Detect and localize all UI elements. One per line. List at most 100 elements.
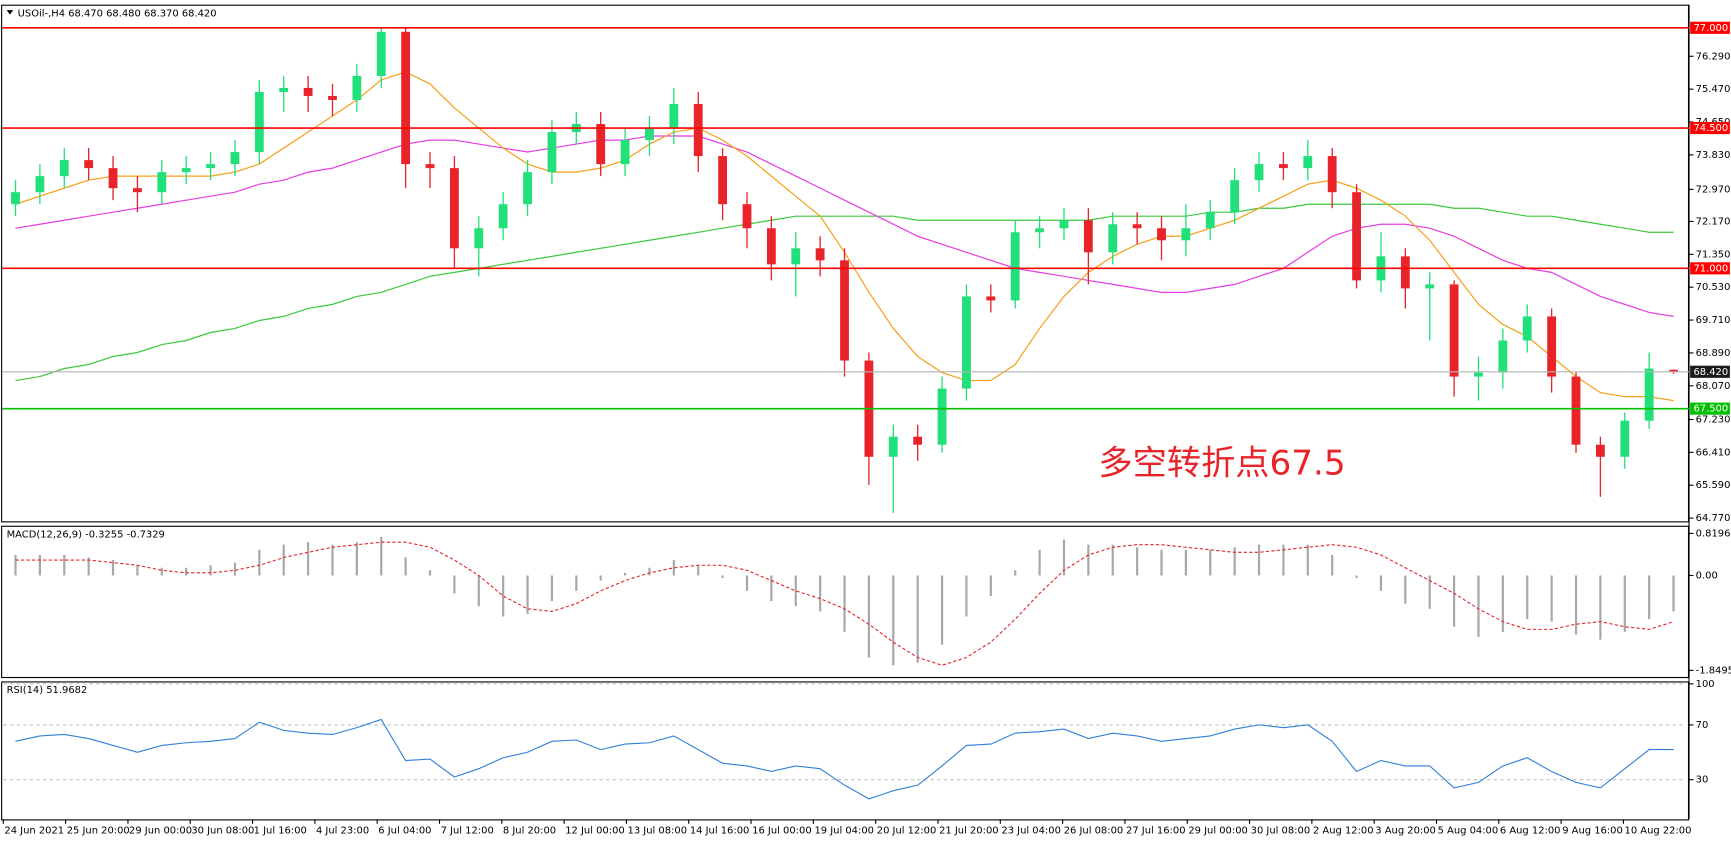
y-tick-label: 75.470	[1696, 84, 1731, 95]
candle-body	[815, 248, 825, 261]
annotation: 多空转折点67.5	[1098, 444, 1345, 484]
current-price-label: 68.420	[1693, 367, 1728, 378]
candle-body	[1230, 180, 1240, 213]
x-tick-label: 19 Jul 04:00	[814, 825, 874, 836]
candle-body	[1083, 220, 1093, 253]
level-label: 71.000	[1693, 263, 1728, 274]
candle-body	[157, 172, 167, 193]
candle-body	[1352, 192, 1361, 281]
x-tick-label: 2 Aug 12:00	[1313, 825, 1374, 836]
candle-body	[888, 436, 898, 457]
candle-body	[59, 160, 69, 177]
candle-body	[547, 132, 557, 173]
candle-body	[474, 228, 484, 249]
candle-body	[181, 168, 191, 173]
candle-body	[401, 31, 411, 165]
macd-title: MACD(12,26,9) -0.3255 -0.7329	[7, 530, 165, 541]
level-tag	[1690, 402, 1730, 415]
candle-body	[1205, 212, 1215, 229]
candle-body	[1474, 372, 1483, 377]
y-tick-label: 71.350	[1696, 249, 1731, 260]
x-tick-label: 1 Jul 16:00	[254, 825, 307, 836]
macd-signal	[15, 541, 1674, 666]
x-tick-label: 21 Jul 20:00	[939, 825, 998, 836]
candle-body	[742, 204, 752, 229]
y-tick-label: 66.410	[1696, 447, 1731, 458]
candle-body	[1400, 256, 1410, 289]
candle-body	[1254, 164, 1264, 181]
level-tag	[1690, 121, 1730, 135]
x-tick-label: 6 Jul 04:00	[378, 825, 431, 836]
candle-body	[230, 152, 240, 165]
candle-body	[498, 204, 508, 229]
y-tick-label: -1.8495	[1696, 665, 1731, 676]
candle-body	[352, 75, 362, 100]
y-tick-label: 70	[1696, 720, 1709, 731]
candle-body	[1595, 444, 1605, 457]
x-tick-label: 14 Jul 16:00	[690, 825, 749, 836]
y-tick-label: 72.970	[1696, 184, 1731, 195]
candle-body	[791, 248, 801, 265]
candle-body	[108, 168, 118, 189]
y-tick-label: 68.890	[1696, 348, 1731, 359]
candle-body	[1157, 228, 1166, 241]
x-tick-label: 25 Jun 20:00	[67, 825, 130, 836]
x-tick-label: 8 Jul 20:00	[503, 825, 556, 836]
level-label: 77.000	[1693, 23, 1728, 34]
candle-body	[1108, 224, 1118, 253]
candle-body	[1644, 368, 1654, 421]
candle-body	[962, 296, 971, 389]
y-tick-label: 73.830	[1696, 150, 1731, 161]
x-tick-label: 24 Jun 2021	[4, 825, 64, 836]
candle-body	[376, 31, 386, 76]
y-tick-label: 65.590	[1696, 480, 1731, 491]
candle-body	[669, 103, 679, 129]
x-tick-label: 4 Jul 23:00	[316, 825, 369, 836]
candle-body	[328, 95, 337, 100]
level-tag	[1690, 262, 1730, 275]
candle-body	[620, 140, 630, 165]
x-tick-label: 5 Aug 04:00	[1438, 825, 1499, 836]
candle-body	[523, 172, 532, 205]
x-tick-label: 16 Jul 00:00	[752, 825, 812, 836]
candle-body	[1498, 340, 1508, 373]
x-tick-label: 26 Jul 08:00	[1064, 825, 1124, 836]
candle-body	[1010, 232, 1020, 301]
x-tick-label: 6 Aug 12:00	[1500, 825, 1561, 836]
x-tick-label: 27 Jul 16:00	[1126, 825, 1186, 836]
candle-body	[766, 228, 776, 265]
y-tick-label: 70.530	[1696, 282, 1731, 293]
moving-average	[15, 135, 1674, 318]
candle-body	[913, 436, 923, 445]
candle-body	[693, 103, 703, 157]
x-tick-label: 3 Aug 20:00	[1375, 825, 1436, 836]
y-tick-label: 76.290	[1696, 51, 1731, 62]
candle-body	[1181, 228, 1191, 241]
candle-body	[11, 192, 20, 205]
y-tick-label: 0.8196	[1696, 528, 1731, 539]
rsi-title: RSI(14) 51.9682	[7, 685, 88, 696]
candle-body	[206, 164, 215, 169]
candle-body	[1547, 316, 1557, 377]
x-tick-label: 29 Jun 00:00	[129, 825, 192, 836]
candle-body	[596, 124, 606, 165]
menu-arrow[interactable]	[6, 10, 14, 15]
y-tick-label: 0.00	[1696, 570, 1718, 581]
x-tick-label: 20 Jul 12:00	[877, 825, 937, 836]
x-tick-label: 29 Jul 00:00	[1188, 825, 1248, 836]
candle-body	[1425, 284, 1435, 289]
candle-body	[279, 87, 289, 92]
candle-body	[84, 160, 94, 169]
x-tick-label: 10 Aug 22:00	[1625, 825, 1692, 836]
moving-average	[15, 203, 1674, 382]
x-tick-label: 30 Jul 08:00	[1251, 825, 1311, 836]
candle-body	[1132, 224, 1142, 229]
x-tick-label: 9 Aug 16:00	[1562, 825, 1623, 836]
candle-body	[1522, 316, 1532, 341]
candle-body	[1669, 369, 1678, 372]
y-tick-label: 68.070	[1696, 381, 1731, 392]
candle-body	[1035, 228, 1045, 233]
y-tick-label: 64.770	[1696, 513, 1731, 524]
candle-body	[645, 128, 654, 141]
candle-body	[425, 164, 435, 169]
